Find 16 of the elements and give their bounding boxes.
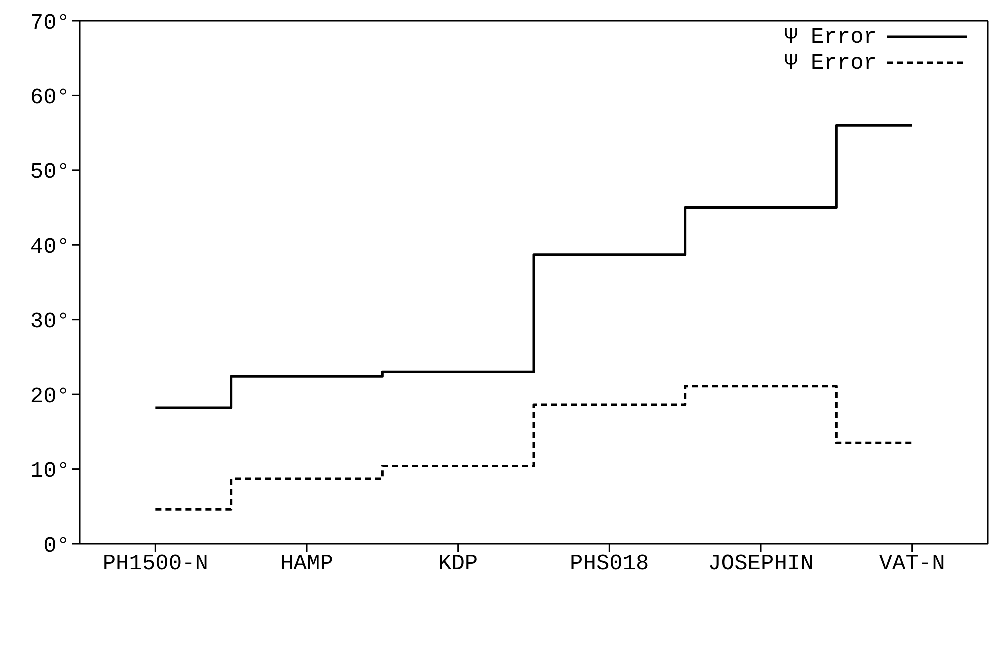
x-tick-label: KDP [438, 552, 478, 577]
y-tick-label: 40° [30, 234, 70, 260]
y-tick-label: 10° [30, 459, 70, 484]
legend-label: Ψ Error [784, 50, 877, 76]
x-tick-label: JOSEPHIN [708, 552, 814, 577]
y-tick-label: 60° [30, 86, 70, 111]
x-tick-label: PH1500-N [102, 552, 208, 577]
x-tick-label: VAT-N [879, 552, 946, 577]
y-tick-label: 50° [30, 160, 70, 186]
y-tick-label: 70° [30, 10, 70, 36]
legend-label: Ψ Error [784, 24, 877, 50]
x-tick-label: HAMP [280, 552, 334, 577]
y-tick-label: 30° [30, 310, 70, 335]
y-tick-label: 0° [44, 534, 70, 559]
x-tick-label: PHS018 [570, 552, 650, 577]
y-tick-label: 20° [30, 384, 70, 410]
